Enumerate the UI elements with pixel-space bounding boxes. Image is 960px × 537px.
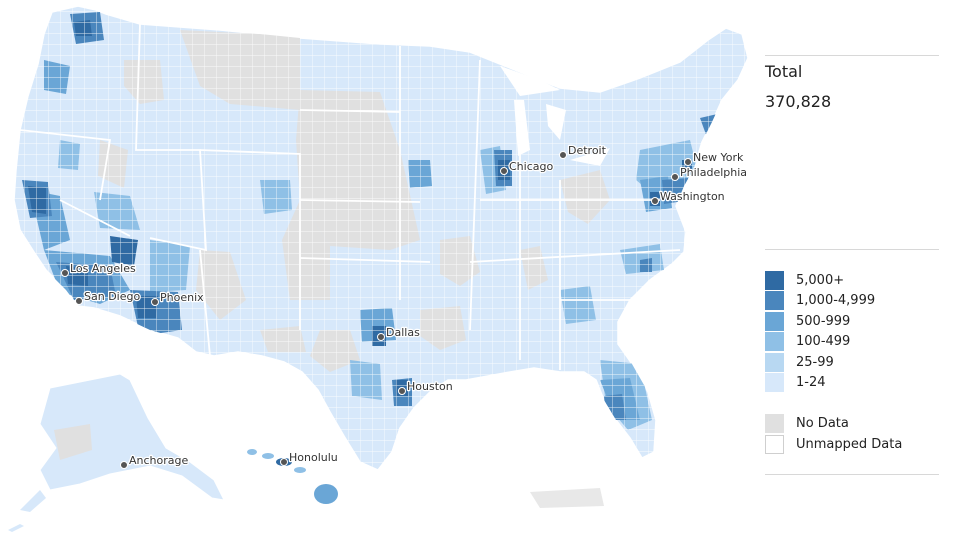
city-dot	[120, 461, 128, 469]
city-label: Chicago	[509, 160, 553, 173]
legend-extra-row: Unmapped Data	[765, 434, 902, 455]
legend-label: 1-24	[796, 375, 826, 391]
city-marker[interactable]: Los Angeles	[61, 261, 137, 277]
city-label: Anchorage	[129, 454, 188, 467]
city-dot	[671, 173, 679, 181]
legend-label: 25-99	[796, 354, 834, 370]
total-value: 370,828	[765, 92, 832, 111]
city-marker[interactable]: New York	[684, 150, 745, 166]
legend-swatch	[765, 291, 784, 311]
city-label: Los Angeles	[70, 262, 136, 275]
legend-bin-row: 5,000+	[765, 270, 875, 291]
legend-bin-row: 100-499	[765, 332, 875, 353]
city-marker[interactable]: Chicago	[500, 159, 555, 175]
legend-swatch	[765, 311, 784, 331]
city-markers: New York Philadelphia Washington Detroit Chi…	[61, 143, 748, 469]
legend-bin-row: 500-999	[765, 311, 875, 332]
legend-swatch	[765, 435, 784, 454]
legend-label: 5,000+	[796, 272, 845, 288]
city-marker[interactable]: Houston	[398, 379, 454, 395]
legend-swatch	[765, 332, 784, 352]
city-dot	[651, 197, 659, 205]
info-panel: Total 370,828 5,000+ 1,000-4,999 500-999 10…	[765, 0, 940, 537]
city-dot	[398, 387, 406, 395]
us-county-choropleth-map[interactable]: New York Philadelphia Washington Detroit Chi…	[0, 0, 750, 537]
alaska-islands	[8, 490, 46, 532]
hawaii-shape	[247, 449, 338, 504]
alaska-shape	[39, 373, 225, 501]
city-marker[interactable]: Dallas	[377, 325, 421, 341]
city-label: Honolulu	[289, 451, 338, 464]
city-dot	[75, 297, 83, 305]
city-marker[interactable]: Honolulu	[280, 450, 339, 466]
great-lakes	[500, 66, 610, 166]
legend-swatch	[765, 373, 784, 393]
city-dot	[684, 158, 692, 166]
city-label: San Diego	[84, 290, 140, 303]
legend-extra-row: No Data	[765, 413, 902, 434]
legend-label: 500-999	[796, 313, 851, 329]
city-marker[interactable]: Anchorage	[120, 453, 190, 469]
city-label: Phoenix	[160, 291, 204, 304]
city-label: New York	[693, 151, 744, 164]
legend: 5,000+ 1,000-4,999 500-999 100-499 25-99 1-24	[765, 270, 875, 393]
legend-extras: No Data Unmapped Data	[765, 413, 902, 455]
legend-bin-row: 1,000-4,999	[765, 291, 875, 312]
city-dot	[559, 151, 567, 159]
divider-middle	[765, 249, 939, 250]
city-dot	[61, 269, 69, 277]
total-title: Total	[765, 62, 803, 81]
city-label: Philadelphia	[680, 166, 747, 179]
city-label: Detroit	[568, 144, 607, 157]
city-label: Washington	[660, 190, 725, 203]
legend-label: No Data	[796, 416, 849, 431]
legend-bin-row: 25-99	[765, 352, 875, 373]
city-label: Dallas	[386, 326, 420, 339]
city-dot	[500, 167, 508, 175]
legend-label: 1,000-4,999	[796, 293, 876, 309]
legend-label: Unmapped Data	[796, 437, 903, 452]
divider-top	[765, 55, 939, 56]
legend-bin-row: 1-24	[765, 373, 875, 394]
city-marker[interactable]: Phoenix	[151, 290, 205, 306]
legend-swatch	[765, 270, 784, 290]
city-marker[interactable]: Washington	[651, 189, 726, 205]
city-dot	[151, 298, 159, 306]
city-marker[interactable]: Detroit	[559, 143, 608, 159]
legend-swatch	[765, 352, 784, 372]
legend-swatch	[765, 414, 784, 433]
state-borders	[19, 23, 681, 370]
legend-label: 100-499	[796, 334, 851, 350]
city-marker[interactable]: Philadelphia	[671, 165, 748, 181]
city-label: Houston	[407, 380, 453, 393]
puerto-rico-shape	[530, 488, 604, 508]
divider-bottom	[765, 474, 939, 475]
city-dot	[377, 333, 385, 341]
alaska-no-data	[54, 424, 92, 460]
city-dot	[280, 458, 288, 466]
city-marker[interactable]: San Diego	[75, 289, 142, 305]
